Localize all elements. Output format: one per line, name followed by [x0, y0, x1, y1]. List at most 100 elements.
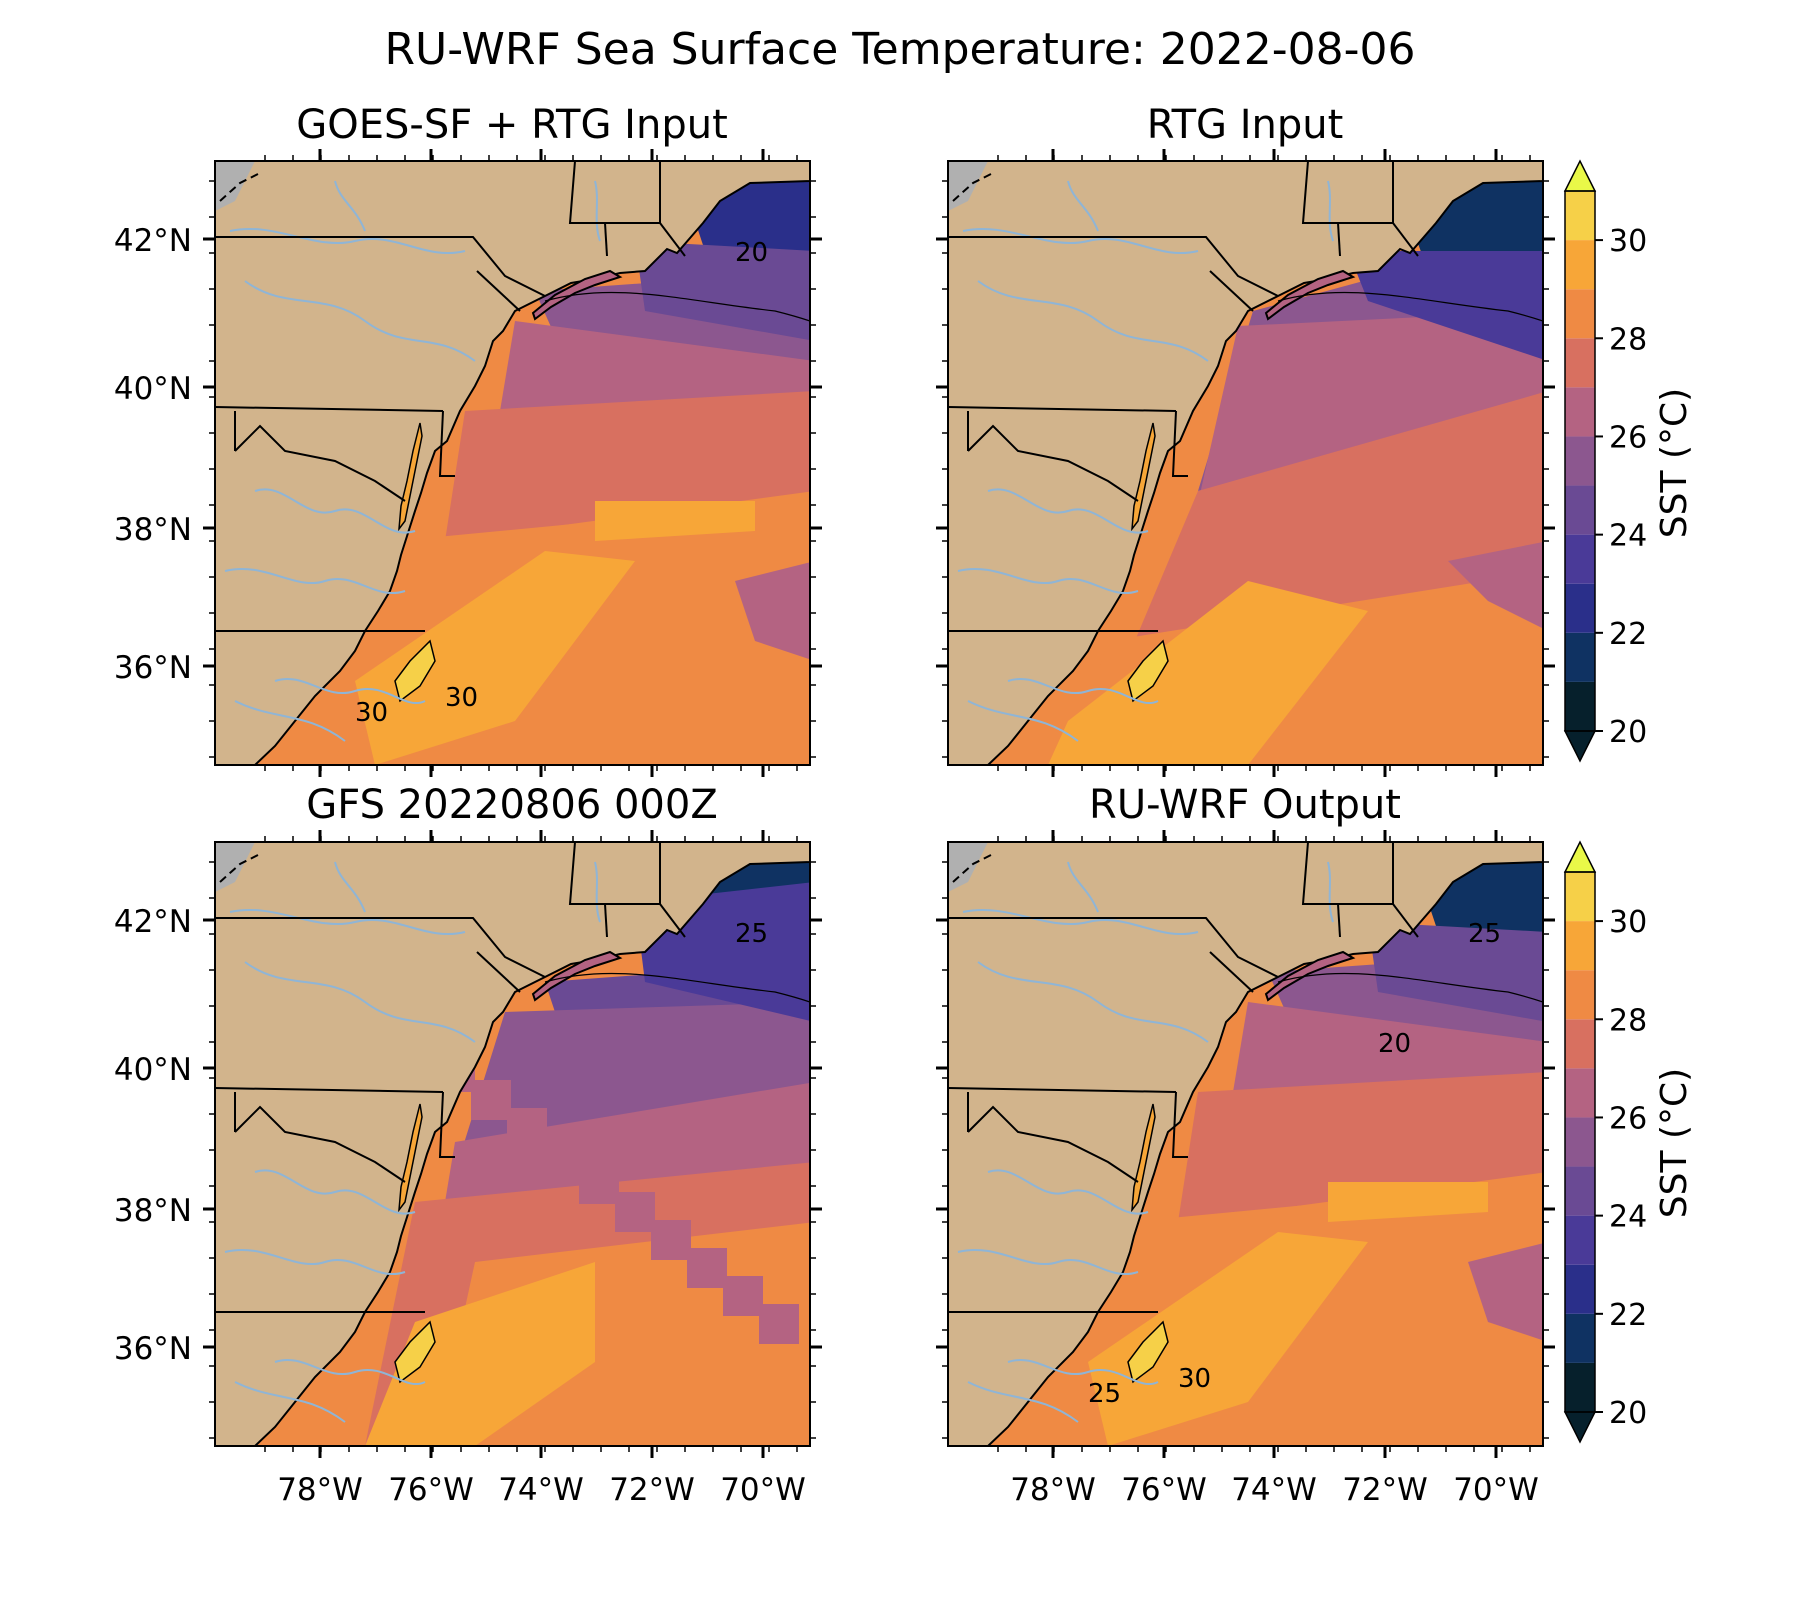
- state-border-6: [604, 903, 608, 938]
- colorbar-extend-max: [1563, 840, 1597, 873]
- lon-label-76-right: 76°W: [1121, 1472, 1207, 1508]
- pamlico-sound: [1127, 1320, 1169, 1384]
- colorbar-frame: [1564, 871, 1596, 1413]
- national-border: [219, 853, 261, 883]
- sst-band-7: [1368, 922, 1543, 1022]
- pamlico-sound: [394, 639, 436, 703]
- sst-band-7: [635, 241, 810, 341]
- axes-frame: [214, 841, 811, 1447]
- state-border-1: [948, 1087, 1177, 1093]
- river-1: [977, 961, 1209, 1043]
- river-2: [254, 488, 416, 534]
- river-2: [987, 1169, 1149, 1215]
- colorbar-tick-label: 20: [1609, 715, 1647, 750]
- state-border-0: [948, 236, 1279, 297]
- contour-label: 20: [1378, 1029, 1411, 1059]
- sst-band-5: [365, 1262, 595, 1446]
- gfs-cell-2: [507, 1108, 547, 1148]
- long-island-sound: [1264, 950, 1356, 1002]
- colorbar-segment: [1565, 240, 1595, 290]
- gfs-cell-8: [723, 1276, 763, 1316]
- state-border-3: [476, 951, 521, 993]
- state-border-8: [1171, 1091, 1188, 1158]
- river-6: [334, 180, 366, 232]
- river-4: [274, 678, 426, 704]
- lon-labels-right: 78°W 76°W 74°W 72°W 70°W: [1010, 1472, 1539, 1508]
- river-6: [1067, 180, 1099, 232]
- state-border-7: [659, 222, 686, 257]
- land: [948, 842, 1543, 1446]
- colorbar-tick-label: 24: [1609, 1200, 1647, 1235]
- panel-clip: 20 30 30: [215, 161, 810, 765]
- lon-label-78-right: 78°W: [1010, 1472, 1096, 1508]
- map-panel-rtg: [936, 149, 1555, 777]
- contour-line: [1277, 291, 1543, 322]
- lat-label-40-bottom: 40°N: [114, 1052, 192, 1088]
- long-island-sound: [531, 950, 623, 1002]
- panel-content: 25: [215, 842, 810, 1446]
- lake: [215, 842, 255, 892]
- lat-label-40-top: 40°N: [114, 371, 192, 407]
- panel-content: [948, 161, 1543, 765]
- state-border-9: [967, 424, 1139, 502]
- river-6: [334, 861, 366, 913]
- sst-band-4: [1088, 1232, 1368, 1446]
- colorbar-segment: [1565, 1117, 1595, 1167]
- colorbar-segment: [1565, 681, 1595, 731]
- panel-title-goes: GOES-SF + RTG Input: [296, 102, 728, 148]
- state-border-3: [1209, 951, 1254, 993]
- colorbar-segment: [1565, 1264, 1595, 1314]
- national-border: [952, 853, 994, 883]
- lake: [948, 842, 988, 892]
- state-border-1: [948, 406, 1177, 412]
- lon-label-72-left: 72°W: [609, 1472, 695, 1508]
- river-5: [594, 180, 601, 242]
- chesapeake-bay: [1131, 1103, 1156, 1213]
- colorbar-segment: [1565, 970, 1595, 1020]
- sst-band-5: [1328, 1182, 1488, 1222]
- lat-label-38-top: 38°N: [114, 512, 192, 548]
- river-2: [254, 1169, 416, 1215]
- map-panel-gfs: 25: [203, 830, 822, 1458]
- pamlico-sound: [394, 1320, 436, 1384]
- lon-label-74-right: 74°W: [1231, 1472, 1317, 1508]
- gfs-cell-6: [651, 1220, 691, 1260]
- colorbar-segment: [1565, 1313, 1595, 1363]
- colorbar-segment: [1565, 583, 1595, 633]
- state-border-9: [967, 1105, 1139, 1183]
- river-2: [987, 488, 1149, 534]
- river-1: [244, 280, 476, 362]
- national-border: [952, 172, 994, 202]
- contour-label: 25: [735, 919, 768, 949]
- colorbar-segment: [1565, 436, 1595, 486]
- colorbar-segment: [1565, 1362, 1595, 1412]
- chesapeake-bay: [398, 1103, 423, 1213]
- contour-label: 25: [1088, 1379, 1121, 1409]
- gfs-cell-9: [759, 1304, 799, 1344]
- panel-clip: 25 25 30 20: [948, 842, 1543, 1446]
- river-4: [274, 1359, 426, 1385]
- river-5: [594, 861, 601, 923]
- river-0: [962, 227, 1199, 255]
- state-border-7: [659, 903, 686, 938]
- lon-label-76-left: 76°W: [388, 1472, 474, 1508]
- gfs-cell-5: [615, 1192, 655, 1232]
- lon-labels-left: 78°W 76°W 74°W 72°W 70°W: [277, 1472, 806, 1508]
- river-6: [1067, 861, 1099, 913]
- river-3: [224, 568, 406, 594]
- colorbar-tick-label: 30: [1609, 224, 1647, 259]
- lat-label-38-bottom: 38°N: [114, 1193, 192, 1229]
- gfs-cell-1: [471, 1080, 511, 1120]
- river-3: [957, 1249, 1139, 1275]
- panel-title-gfs: GFS 20220806 000Z: [306, 782, 717, 828]
- axes-frame: [947, 841, 1544, 1447]
- lake: [215, 161, 255, 211]
- lon-label-72-right: 72°W: [1342, 1472, 1428, 1508]
- axes-frame: [214, 160, 811, 766]
- colorbar-segment: [1565, 289, 1595, 339]
- state-border-1: [215, 406, 444, 412]
- colorbar-frame: [1564, 190, 1596, 732]
- sst-band-8: [1468, 1243, 1543, 1341]
- gfs-cell-4: [579, 1164, 619, 1204]
